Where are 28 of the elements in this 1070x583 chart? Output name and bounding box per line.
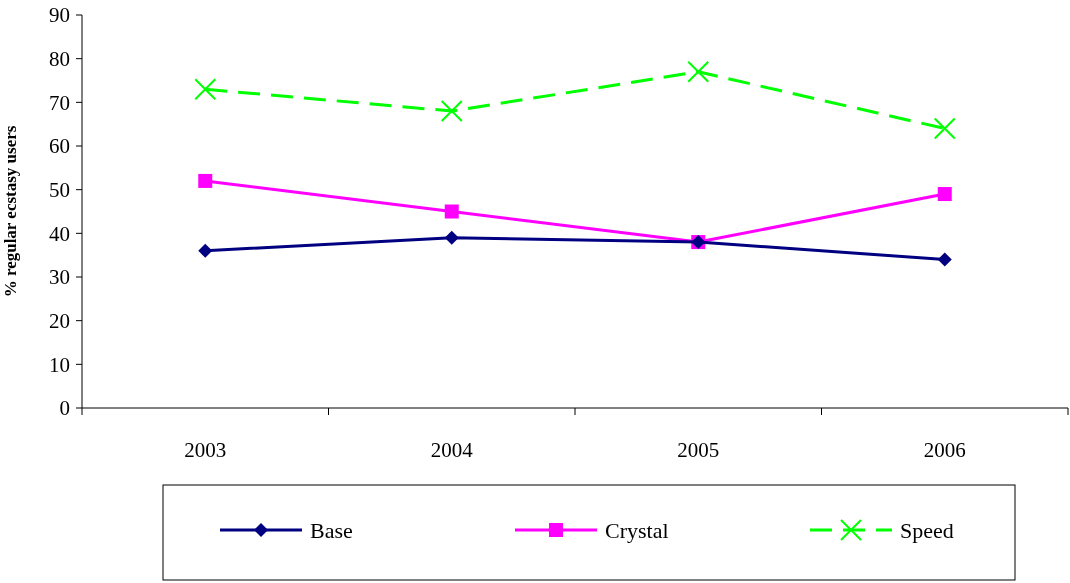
- y-tick-label: 40: [49, 221, 70, 246]
- point: [194, 78, 217, 101]
- legend-label: Crystal: [605, 517, 669, 543]
- y-axis-title: % regular ecstasy users: [1, 125, 20, 298]
- point: [440, 100, 463, 123]
- y-tick-label: 90: [49, 3, 70, 28]
- y-tick-label: 0: [59, 396, 70, 421]
- x-tick-label: 2003: [184, 438, 227, 462]
- point: [687, 60, 710, 83]
- x-tick-label: 2004: [430, 438, 474, 462]
- x-tick-label: 2006: [923, 438, 966, 462]
- legend-label: Speed: [900, 517, 954, 543]
- y-tick-label: 20: [49, 309, 70, 334]
- y-tick-label: 80: [49, 47, 70, 72]
- point: [198, 243, 213, 258]
- y-tick-label: 70: [49, 90, 70, 115]
- y-tick-label: 50: [49, 178, 70, 203]
- y-tick-label: 30: [49, 265, 70, 290]
- point: [444, 230, 459, 245]
- point: [937, 187, 952, 202]
- y-tick-label: 60: [49, 134, 70, 159]
- legend-label: Base: [310, 517, 353, 543]
- x-tick-label: 2005: [677, 438, 720, 462]
- point: [937, 252, 952, 267]
- y-tick-label: 10: [49, 352, 70, 377]
- point: [198, 173, 213, 188]
- point: [933, 117, 956, 140]
- point: [444, 204, 459, 219]
